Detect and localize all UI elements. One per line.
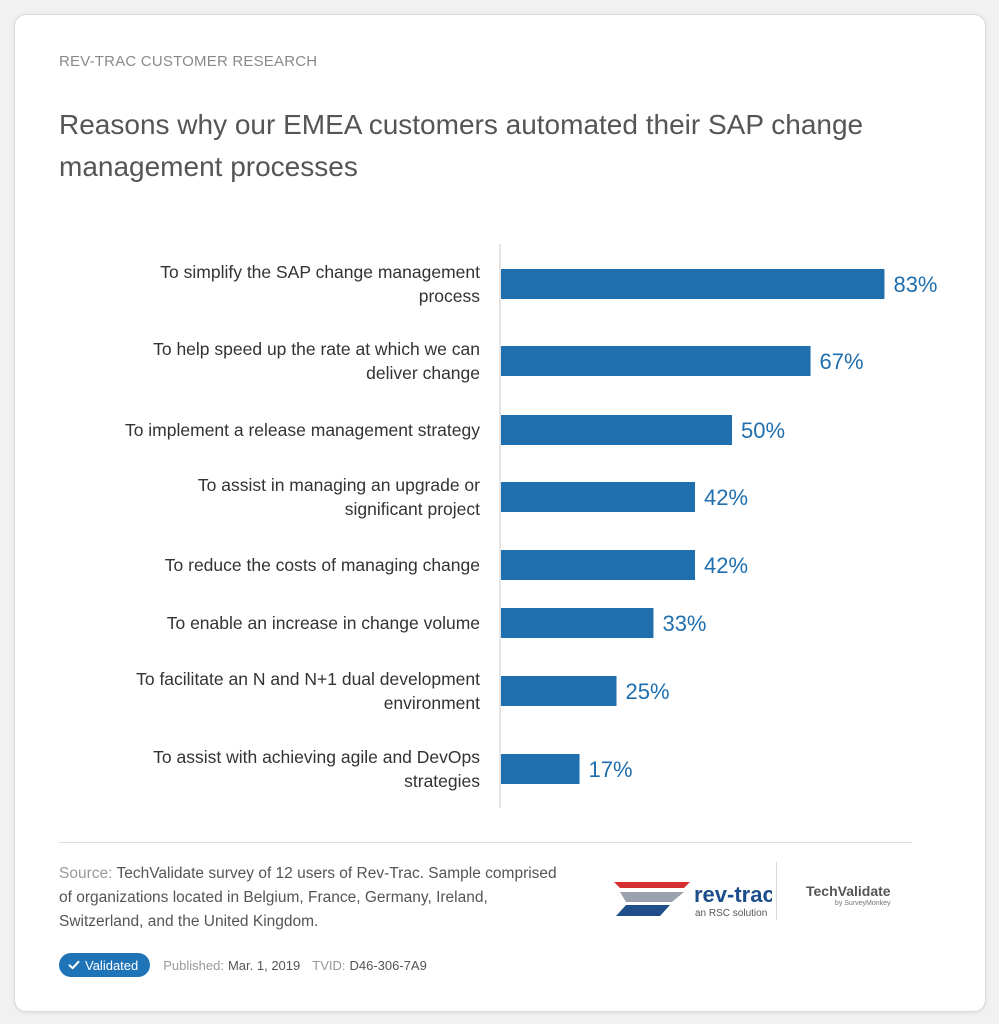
category-label-1: To simplify the SAP change management pro…: [160, 262, 480, 306]
revtrac-stripe-blue: [616, 905, 670, 916]
revtrac-tagline: an RSC solution: [695, 908, 767, 919]
bar-value-label-7: 25%: [626, 679, 670, 704]
bar-5: [501, 550, 696, 580]
category-label-2: To help speed up the rate at which we ca…: [153, 339, 480, 383]
bar-chart: To simplify the SAP change management pro…: [125, 244, 938, 808]
footer-divider: [59, 842, 912, 843]
bar-2: [501, 346, 811, 376]
source-label: Source:: [59, 865, 113, 882]
category-label-6: To enable an increase in change volume: [167, 613, 480, 633]
checkmark-icon: [68, 960, 80, 970]
published-date: Mar. 1, 2019: [227, 957, 301, 973]
bar-7: [501, 676, 617, 706]
chart-title: Reasons why our EMEA customers automated…: [59, 109, 864, 182]
bar-8: [501, 754, 580, 784]
bar-3: [501, 415, 732, 445]
bar-value-label-6: 33%: [662, 611, 706, 636]
source-text: TechValidate survey of 12 users of Rev-T…: [59, 865, 557, 930]
techvalidate-wordmark: TechValidate: [806, 883, 891, 899]
category-label-8: To assist with achieving agile and DevOp…: [153, 747, 480, 791]
techvalidate-sub: by SurveyMonkey: [834, 900, 891, 907]
bar-value-label-1: 83%: [893, 272, 937, 297]
bar-value-label-8: 17%: [589, 757, 633, 782]
techvalidate-logo: TechValidate by SurveyMonkey: [806, 883, 891, 907]
bar-value-label-5: 42%: [704, 553, 748, 578]
bar-6: [501, 608, 654, 638]
footer-meta: Validated Published: Mar. 1, 2019 TVID: …: [59, 953, 427, 977]
tvid-value: D46-306-7A9: [349, 957, 427, 973]
eyebrow-label: REV-TRAC CUSTOMER RESEARCH: [59, 53, 318, 70]
bar-4: [501, 482, 696, 512]
category-label-7: To facilitate an N and N+1 dual developm…: [136, 669, 480, 713]
revtrac-stripe-grey: [620, 892, 684, 902]
validated-label: Validated: [85, 957, 139, 973]
revtrac-stripe-red: [614, 882, 690, 888]
bar-value-label-3: 50%: [741, 418, 785, 443]
category-label-4: To assist in managing an upgrade or signi…: [198, 475, 480, 519]
bar-1: [501, 269, 885, 299]
tvid-label: TVID:: [312, 957, 346, 973]
bar-value-label-4: 42%: [704, 485, 748, 510]
category-label-5: To reduce the costs of managing change: [165, 555, 480, 575]
revtrac-logo: rev-trac an RSC solution: [614, 882, 772, 919]
logo-separator: [776, 862, 777, 920]
source-note: Source: TechValidate survey of 12 users …: [59, 862, 559, 934]
bar-value-label-2: 67%: [820, 349, 864, 374]
published-label: Published:: [163, 957, 224, 973]
revtrac-wordmark: rev-trac: [694, 882, 772, 907]
validated-badge[interactable]: Validated: [59, 953, 151, 977]
category-label-3: To implement a release management strate…: [125, 420, 480, 440]
